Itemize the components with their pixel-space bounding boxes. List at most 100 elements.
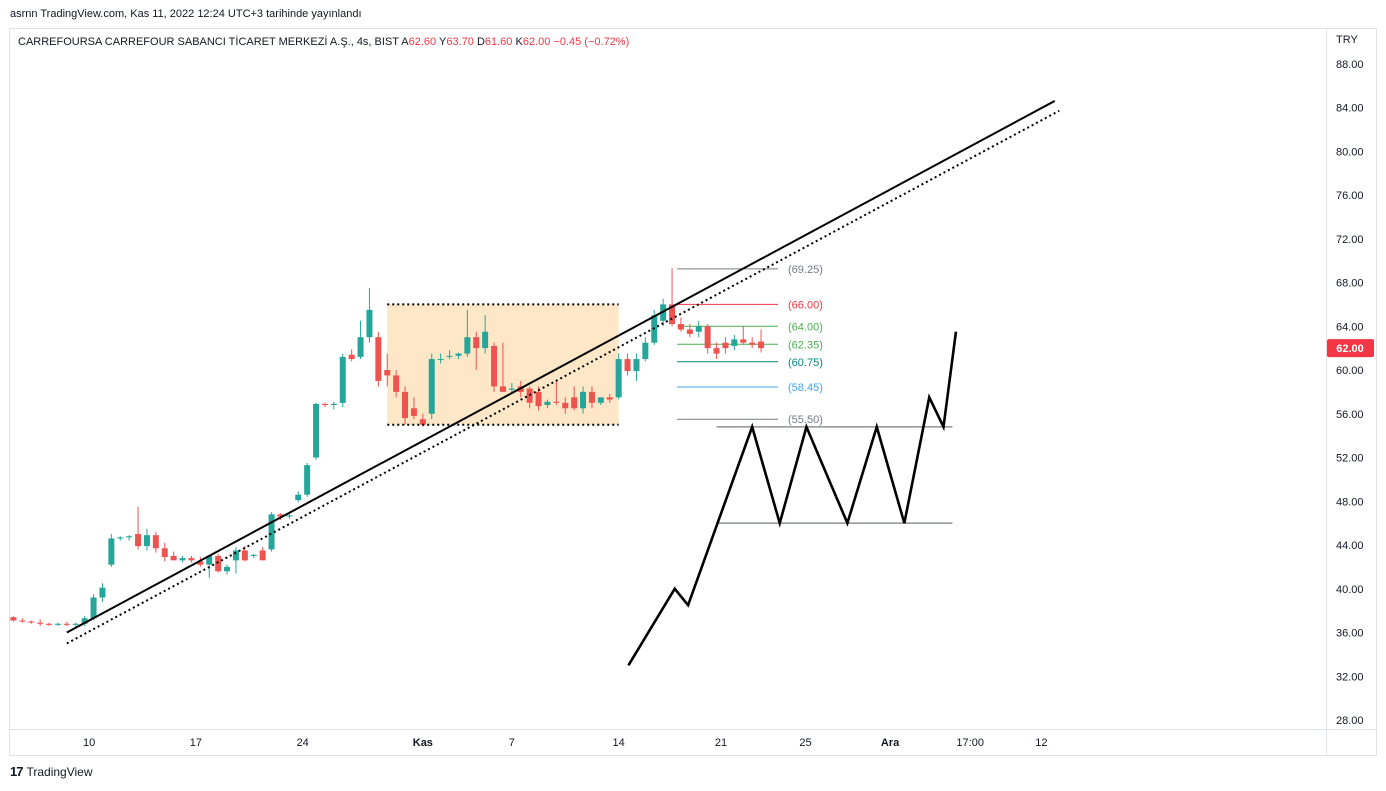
candle-body bbox=[10, 617, 17, 621]
footer-brand: 17 TradingView bbox=[10, 764, 93, 779]
candle-body bbox=[28, 621, 35, 623]
open-key: A bbox=[401, 36, 409, 48]
candle-body bbox=[224, 566, 231, 572]
candle-body bbox=[348, 354, 355, 360]
candle-body bbox=[642, 342, 649, 360]
candle-body bbox=[152, 535, 159, 549]
candle-body bbox=[250, 554, 257, 556]
y-tick-label: 80.00 bbox=[1336, 146, 1364, 158]
close-value: 62.00 bbox=[522, 36, 551, 48]
candle-body bbox=[161, 548, 168, 558]
candle-body bbox=[419, 419, 426, 425]
y-tick-label: 32.00 bbox=[1336, 671, 1364, 683]
x-tick-label: 7 bbox=[509, 737, 515, 749]
candle-body bbox=[713, 348, 720, 354]
x-tick-label: 10 bbox=[83, 737, 95, 749]
level-label: (62.35) bbox=[788, 339, 823, 351]
candle-body bbox=[491, 345, 498, 387]
y-tick-label: 68.00 bbox=[1336, 278, 1364, 290]
candle-body bbox=[526, 388, 533, 403]
level-label: (69.25) bbox=[788, 264, 823, 276]
candle-body bbox=[606, 397, 613, 400]
y-tick-label: 56.00 bbox=[1336, 409, 1364, 421]
candle-body bbox=[232, 550, 239, 561]
candle-body bbox=[197, 561, 204, 565]
last-price-label: 62.00 bbox=[1336, 343, 1364, 355]
candle-body bbox=[740, 339, 747, 343]
candle-body bbox=[215, 555, 222, 572]
candle-body bbox=[295, 494, 302, 501]
candle-body bbox=[544, 401, 551, 405]
candle-body bbox=[580, 391, 587, 409]
candle-body bbox=[749, 342, 756, 345]
y-tick-label: 44.00 bbox=[1336, 540, 1364, 552]
candle-body bbox=[286, 515, 293, 517]
candle-body bbox=[357, 337, 364, 357]
candle-body bbox=[562, 402, 569, 409]
candle-body bbox=[54, 623, 61, 625]
candle-body bbox=[553, 401, 560, 403]
change-value: −0.45 (−0.72%) bbox=[553, 36, 630, 48]
candle-body bbox=[402, 391, 409, 419]
candle-body bbox=[499, 386, 506, 392]
candle-body bbox=[206, 555, 213, 565]
low-value: 61.60 bbox=[484, 36, 513, 48]
candle-body bbox=[179, 558, 186, 561]
candle-body bbox=[126, 536, 133, 538]
candle-body bbox=[339, 356, 346, 403]
candle-body bbox=[464, 337, 471, 354]
candle-body bbox=[535, 391, 542, 407]
candle-body bbox=[410, 408, 417, 416]
candle-body bbox=[686, 329, 693, 334]
symbol-legend: CARREFOURSA CARREFOUR SABANCI TİCARET ME… bbox=[18, 34, 629, 50]
candle-body bbox=[188, 558, 195, 561]
y-tick-label: 84.00 bbox=[1336, 103, 1364, 115]
candle-body bbox=[135, 534, 142, 547]
candle-body bbox=[259, 550, 266, 561]
last-price-tag bbox=[1327, 339, 1374, 358]
candle-body bbox=[241, 550, 248, 561]
candle-body bbox=[437, 359, 444, 361]
candle-body bbox=[170, 555, 177, 561]
y-tick-label: 64.00 bbox=[1336, 321, 1364, 333]
high-value: 63.70 bbox=[446, 36, 474, 48]
x-tick-label: Kas bbox=[413, 737, 433, 749]
candle-body bbox=[446, 355, 453, 357]
candle-body bbox=[313, 403, 320, 458]
candle-body bbox=[99, 587, 106, 598]
candle-body bbox=[81, 618, 88, 624]
x-tick-label: 17 bbox=[190, 737, 202, 749]
y-tick-label: 36.00 bbox=[1336, 628, 1364, 640]
candle-body bbox=[72, 623, 79, 625]
candle-body bbox=[375, 337, 382, 381]
candle-body bbox=[428, 359, 435, 414]
candle-body bbox=[268, 514, 275, 550]
candle-body bbox=[615, 359, 622, 398]
open-value: 62.60 bbox=[408, 36, 437, 48]
candle-body bbox=[108, 538, 115, 565]
symbol-name[interactable]: CARREFOURSA CARREFOUR SABANCI TİCARET ME… bbox=[18, 36, 399, 48]
candle-body bbox=[366, 309, 373, 338]
candle-body bbox=[321, 403, 328, 405]
x-tick-label: 21 bbox=[715, 737, 727, 749]
x-tick-label: 17:00 bbox=[956, 737, 984, 749]
candle-body bbox=[90, 597, 97, 619]
candle-body bbox=[393, 375, 400, 392]
candle-body bbox=[588, 391, 595, 403]
brand-name: TradingView bbox=[26, 764, 93, 779]
candle-body bbox=[722, 342, 729, 349]
chart-frame bbox=[9, 28, 1377, 756]
level-label: (60.75) bbox=[788, 357, 823, 369]
y-tick-label: 48.00 bbox=[1336, 496, 1364, 508]
x-tick-label: 14 bbox=[613, 737, 625, 749]
y-tick-label: 88.00 bbox=[1336, 59, 1364, 71]
x-tick-label: 25 bbox=[799, 737, 811, 749]
candle-body bbox=[633, 359, 640, 372]
projection-zigzag-path bbox=[627, 331, 958, 666]
candle-body bbox=[669, 304, 676, 325]
y-tick-label: 52.00 bbox=[1336, 453, 1364, 465]
x-tick-label: 12 bbox=[1035, 737, 1047, 749]
candle-body bbox=[384, 370, 391, 376]
tradingview-logo-icon: 17 bbox=[10, 764, 24, 779]
